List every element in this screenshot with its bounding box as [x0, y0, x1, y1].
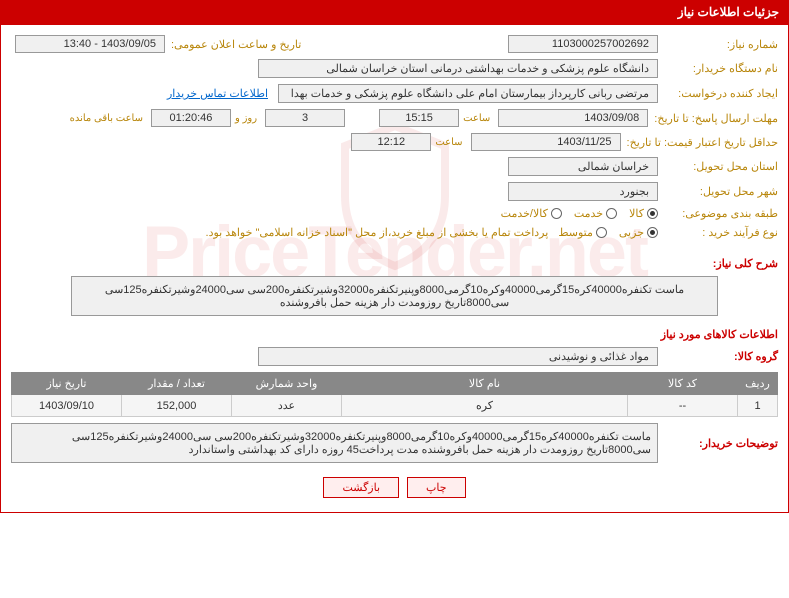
radio-goods[interactable]	[647, 208, 658, 219]
summary-box: ماست تکنفره40000کره15گرمی40000وکره10گرمی…	[71, 276, 718, 316]
group-value: مواد غذائی و نوشیدنی	[258, 347, 658, 366]
buyer-org-label: نام دستگاه خریدار:	[658, 62, 778, 75]
validity-date: 1403/11/25	[471, 133, 621, 151]
items-table: ردیف کد کالا نام کالا واحد شمارش تعداد /…	[11, 372, 778, 417]
deadline-date: 1403/09/08	[498, 109, 648, 127]
process-note: پرداخت تمام یا بخشی از مبلغ خرید،از محل …	[206, 226, 549, 239]
summary-label: شرح کلی نیاز:	[658, 257, 778, 270]
need-no-label: شماره نیاز:	[658, 38, 778, 51]
remain-word: ساعت باقی مانده	[66, 113, 147, 124]
days-word: روز و	[231, 113, 261, 124]
city-label: شهر محل تحویل:	[658, 185, 778, 198]
deadline-time: 15:15	[379, 109, 459, 127]
cell-code: --	[628, 395, 738, 417]
panel-body: PriceTender.net شماره نیاز: 110300025700…	[0, 24, 789, 513]
time-word-2: ساعت	[431, 137, 466, 148]
requester-label: ایجاد کننده درخواست:	[658, 87, 778, 100]
th-name: نام کالا	[342, 373, 628, 395]
radio-medium-label: متوسط	[558, 226, 593, 239]
radio-goods-label: کالا	[629, 207, 644, 220]
th-row: ردیف	[738, 373, 778, 395]
province-value: خراسان شمالی	[508, 157, 658, 176]
category-label: طبقه بندی موضوعی:	[658, 207, 778, 220]
cell-unit: عدد	[232, 395, 342, 417]
cell-name: کره	[342, 395, 628, 417]
need-no-value: 1103000257002692	[508, 35, 658, 53]
requester-value: مرتضی ربانی کارپرداز بیمارستان امام علی …	[278, 84, 658, 103]
table-row: 1 -- کره عدد 152,000 1403/09/10	[12, 395, 778, 417]
validity-time: 12:12	[351, 133, 431, 151]
group-label: گروه کالا:	[658, 350, 778, 363]
radio-minor-label: جزیی	[619, 226, 644, 239]
th-date: تاریخ نیاز	[12, 373, 122, 395]
buyer-org-value: دانشگاه علوم پزشکی و خدمات بهداشتی درمان…	[258, 59, 658, 78]
th-code: کد کالا	[628, 373, 738, 395]
radio-both[interactable]	[551, 208, 562, 219]
radio-service-label: خدمت	[574, 207, 603, 220]
panel-header: جزئیات اطلاعات نیاز	[0, 0, 789, 24]
process-label: نوع فرآیند خرید :	[658, 226, 778, 239]
city-value: بجنورد	[508, 182, 658, 201]
deadline-label: مهلت ارسال پاسخ: تا تاریخ:	[648, 112, 778, 125]
cell-date: 1403/09/10	[12, 395, 122, 417]
radio-medium[interactable]	[596, 227, 607, 238]
radio-both-label: کالا/خدمت	[501, 207, 548, 220]
radio-service[interactable]	[606, 208, 617, 219]
panel-title: جزئیات اطلاعات نیاز	[678, 5, 779, 19]
items-title: اطلاعات کالاهای مورد نیاز	[13, 328, 778, 341]
countdown-value: 01:20:46	[151, 109, 231, 127]
validity-label: حداقل تاریخ اعتبار قیمت: تا تاریخ:	[621, 136, 778, 149]
days-value: 3	[265, 109, 345, 127]
th-qty: تعداد / مقدار	[122, 373, 232, 395]
announce-value: 1403/09/05 - 13:40	[15, 35, 165, 53]
process-radio-group: جزیی متوسط	[558, 226, 658, 239]
buyer-notes-label: توضیحات خریدار:	[658, 437, 778, 450]
time-word-1: ساعت	[459, 113, 494, 124]
category-radio-group: کالا خدمت کالا/خدمت	[501, 207, 658, 220]
radio-minor[interactable]	[647, 227, 658, 238]
cell-qty: 152,000	[122, 395, 232, 417]
print-button[interactable]: چاپ	[407, 477, 466, 498]
buyer-notes-box: ماست تکنفره40000کره15گرمی40000وکره10گرمی…	[11, 423, 658, 463]
cell-idx: 1	[738, 395, 778, 417]
back-button[interactable]: بازگشت	[323, 477, 399, 498]
announce-label: تاریخ و ساعت اعلان عمومی:	[165, 38, 301, 51]
th-unit: واحد شمارش	[232, 373, 342, 395]
contact-link[interactable]: اطلاعات تماس خریدار	[167, 87, 268, 100]
province-label: استان محل تحویل:	[658, 160, 778, 173]
